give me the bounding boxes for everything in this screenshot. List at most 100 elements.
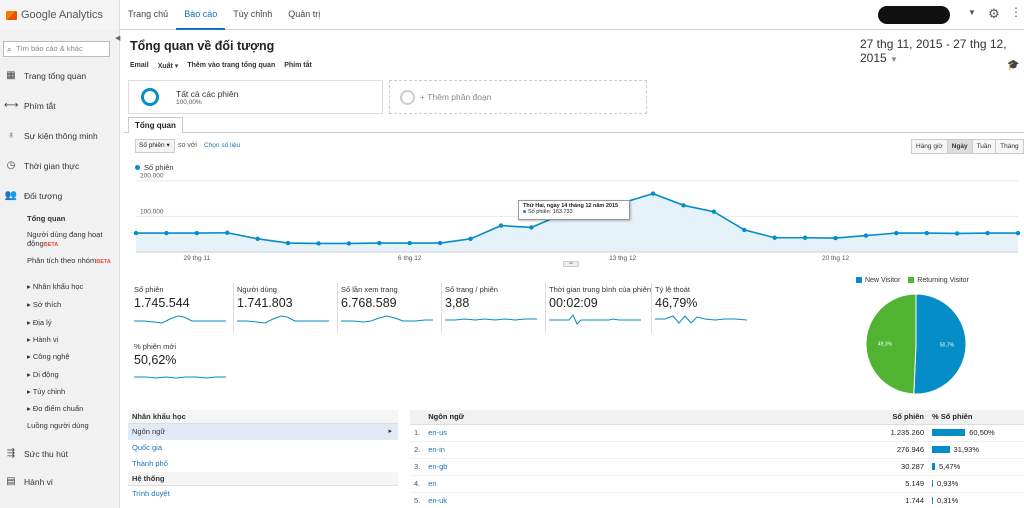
table-row[interactable]: 1. en-us 1.235.260 60,50% — [410, 424, 1024, 442]
sidebar-sub-overview[interactable]: Tổng quan — [27, 214, 66, 223]
sidebar-sub-custom[interactable]: ▸ Tùy chỉnh — [27, 387, 66, 396]
chart-tooltip: Thứ Hai, ngày 14 tháng 12 năm 2015 Số ph… — [518, 200, 630, 220]
legend-new-visitor[interactable]: New Visitor — [856, 277, 900, 284]
sidebar-item-realtime[interactable]: ◷ Thời gian thực — [0, 160, 119, 171]
row-language[interactable]: en-gb — [424, 458, 818, 476]
segment-all-sessions[interactable]: Tất cả các phiên 100,00% — [128, 80, 383, 114]
graduation-cap-icon[interactable]: 🎓 — [1007, 60, 1020, 71]
shortcut-icon: ⟷ — [4, 100, 19, 111]
language-link[interactable]: en-in — [428, 445, 445, 454]
sidebar-sub-users-flow[interactable]: Luồng người dùng — [27, 421, 89, 430]
sidebar-sub-mobile[interactable]: ▸ Di động — [27, 370, 59, 379]
data-point — [407, 240, 412, 246]
language-link[interactable]: en-us — [428, 428, 448, 437]
granularity-day[interactable]: Ngày — [946, 139, 973, 154]
sidebar-sub-geo[interactable]: ▸ Địa lý — [27, 318, 52, 327]
gear-icon[interactable]: ⚙ — [988, 6, 1000, 21]
col-idx — [410, 410, 425, 425]
language-link[interactable]: en-gb — [428, 462, 448, 471]
sidebar-sub-benchmarking[interactable]: ▸ Đo điểm chuẩn — [27, 404, 84, 413]
sidebar-sub-interests[interactable]: ▸ Sở thích — [27, 300, 62, 309]
col-sessions[interactable]: Số phiên — [818, 410, 928, 425]
metric-sessions[interactable]: Số phiên 1.745.544 — [131, 283, 233, 333]
account-selector-redacted[interactable] — [878, 6, 950, 24]
pie-slice-returning-visitor[interactable] — [866, 293, 917, 395]
metric-pages-per-session[interactable]: Số trang / phiên 3,88 — [441, 283, 543, 333]
metric-select[interactable]: Số phiên ▾ — [135, 139, 175, 153]
row-language[interactable]: en-uk — [424, 492, 818, 508]
sidebar-item-audience[interactable]: 👥 Đối tượng — [4, 190, 63, 201]
language-link[interactable]: en-uk — [428, 496, 448, 505]
data-point — [894, 230, 899, 236]
export-button[interactable]: Xuất ▾ — [157, 63, 179, 70]
table-row[interactable]: 5. en-uk 1.744 0,31% — [410, 492, 1024, 508]
vs-label: so với — [178, 142, 197, 149]
data-point — [985, 230, 990, 236]
table-row[interactable]: 2. en-in 276.946 31,93% — [410, 441, 1024, 459]
metric-bounce-rate[interactable]: Tỷ lệ thoát 46,79% — [651, 283, 753, 333]
chevron-down-icon[interactable]: ▼ — [968, 8, 976, 17]
sidebar-sub-active-users[interactable]: Người dùng đang hoạt độngBETA — [27, 230, 103, 248]
table-row[interactable]: 4. en 5.149 0,93% — [410, 475, 1024, 493]
sidebar-item-intelligence[interactable]: ♁ Sự kiện thông minh — [0, 130, 119, 141]
demo-item-language[interactable]: Ngôn ngữ ▸ — [128, 424, 398, 440]
row-pct: 0,93% — [928, 475, 1024, 493]
sidebar-sub-technology[interactable]: ▸ Công nghệ — [27, 352, 70, 361]
data-point — [650, 191, 656, 196]
sidebar-collapse-icon[interactable]: ◀ — [115, 35, 121, 42]
x-tick-label: 20 thg 12 — [822, 255, 849, 262]
demo-item-country[interactable]: Quốc gia — [132, 443, 163, 452]
table-row[interactable]: 3. en-gb 30.287 5,47% — [410, 458, 1024, 476]
sidebar-item-dashboard[interactable]: ▦ Trang tổng quan — [0, 70, 119, 81]
sidebar-item-shortcuts[interactable]: ⟷ Phím tắt — [4, 100, 56, 111]
visitor-pie-chart[interactable]: 50,7% 49,3% — [866, 292, 968, 396]
topnav-customization[interactable]: Tùy chỉnh — [233, 9, 273, 19]
shortcut-button[interactable]: Phím tắt — [284, 62, 312, 69]
pct-bar — [932, 429, 966, 436]
topnav-reports[interactable]: Báo cáo — [176, 0, 226, 30]
tab-overview[interactable]: Tổng quan — [128, 117, 183, 133]
data-point — [681, 203, 686, 208]
sidebar-item-acquisition[interactable]: ⇶ Sức thu hút — [0, 448, 119, 459]
choose-metric-link[interactable]: Chọn số liệu — [204, 142, 241, 149]
demo-item-city[interactable]: Thành phố — [132, 459, 168, 468]
granularity-month[interactable]: Tháng — [995, 139, 1024, 154]
pct-bar — [932, 480, 933, 487]
chart-resize-handle[interactable]: ═ — [563, 261, 579, 267]
language-link[interactable]: en — [428, 479, 437, 488]
row-language[interactable]: en-in — [424, 441, 818, 459]
data-point — [1015, 230, 1021, 236]
date-range-picker[interactable]: 27 thg 11, 2015 - 27 thg 12, 2015 ▼ — [860, 37, 1007, 65]
ga-logo[interactable]: Google Analytics — [0, 0, 120, 30]
sidebar-search-input[interactable]: ⌕ Tìm báo cáo & khác — [3, 41, 110, 57]
demo-item-browser[interactable]: Trình duyệt — [132, 489, 170, 498]
sidebar-item-behavior[interactable]: ▤ Hành vi — [0, 476, 119, 487]
row-index: 2. — [410, 441, 425, 459]
row-language[interactable]: en-us — [424, 424, 818, 442]
sidebar-sub-demographics[interactable]: ▸ Nhân khẩu học — [27, 282, 84, 291]
sparkline — [134, 315, 226, 324]
row-pct: 0,31% — [928, 492, 1024, 508]
sidebar-sub-cohort[interactable]: Phân tích theo nhómBETA — [27, 256, 111, 265]
metric-avg-session-duration[interactable]: Thời gian trung bình của phiên 00:02:09 — [545, 283, 651, 333]
sidebar-sub-behavior[interactable]: ▸ Hành vi — [27, 335, 59, 344]
col-pct-sessions[interactable]: % Số phiên — [928, 410, 1024, 425]
granularity-hourly[interactable]: Hàng giờ — [911, 139, 948, 154]
metric-pageviews[interactable]: Số lần xem trang 6.768.589 — [337, 283, 439, 333]
topnav-home[interactable]: Trang chủ — [128, 9, 169, 19]
more-vert-icon[interactable]: ⋮ — [1010, 5, 1022, 19]
topnav-admin[interactable]: Quản trị — [288, 9, 321, 19]
add-segment-box[interactable]: + Thêm phân đoạn — [389, 80, 647, 114]
legend-returning-visitor[interactable]: Returning Visitor — [908, 277, 969, 284]
granularity-week[interactable]: Tuần — [971, 139, 997, 154]
row-language[interactable]: en — [424, 475, 818, 493]
col-language[interactable]: Ngôn ngữ — [424, 410, 818, 425]
metric-new-sessions[interactable]: % phiên mới 50,62% — [131, 340, 233, 390]
pie-slice-new-visitor[interactable] — [913, 293, 967, 395]
email-button[interactable]: Email — [130, 62, 149, 69]
sparkline — [549, 314, 641, 325]
language-table: Ngôn ngữ Số phiên % Số phiên 1. en-us 1.23… — [410, 410, 1024, 508]
metric-users[interactable]: Người dùng 1.741.803 — [233, 283, 335, 333]
add-to-dashboard-button[interactable]: Thêm vào trang tổng quan — [187, 62, 276, 69]
pie-slice-label: 50,7% — [940, 343, 955, 349]
